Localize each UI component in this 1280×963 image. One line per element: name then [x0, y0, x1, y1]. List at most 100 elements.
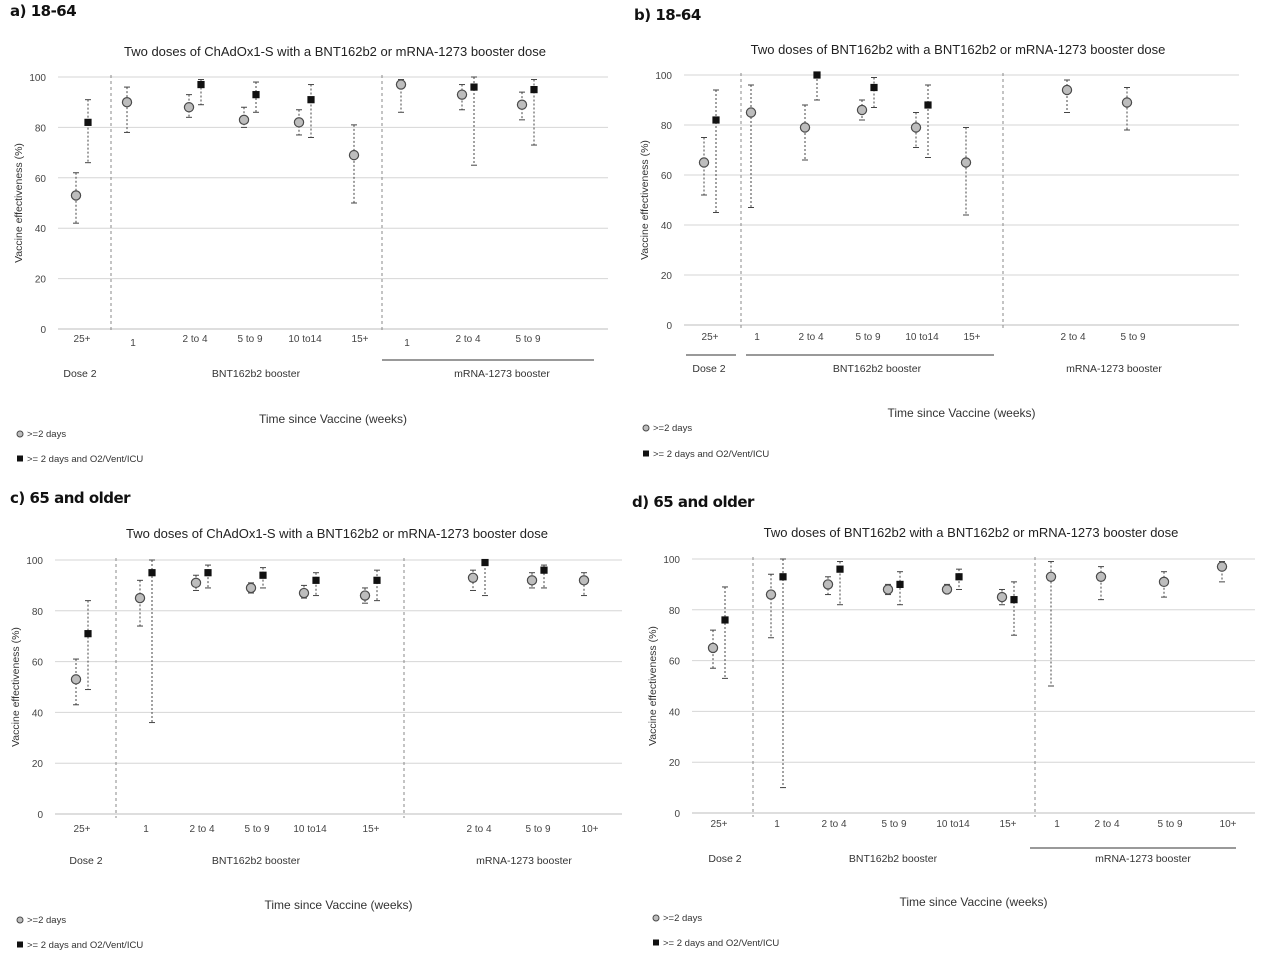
legend-circle-marker [16, 430, 24, 438]
point-square [712, 116, 720, 124]
x-tick-label: 10+ [582, 824, 599, 835]
y-tick-label: 80 [35, 123, 47, 134]
point-square [1010, 596, 1018, 604]
x-tick-label: 2 to 4 [1060, 332, 1085, 343]
x-tick-label: 1 [754, 332, 760, 343]
point-circle [996, 591, 1008, 603]
x-tick-label: 1 [143, 824, 149, 835]
point-square [896, 580, 904, 588]
point-circle [578, 575, 590, 586]
x-tick-label: 15+ [1000, 819, 1017, 830]
chart-panel-1: a) 18-64 Two doses of ChAdOx1-S with a BN… [10, 2, 608, 465]
legend-label: >=2 days [653, 423, 692, 434]
point-square [836, 565, 844, 573]
y-tick-label: 20 [32, 759, 44, 770]
group-label: BNT162b2 booster [212, 855, 301, 867]
legend-square-marker [17, 455, 23, 462]
x-axis-label: Time since Vaccine (weeks) [899, 895, 1047, 909]
point-square [307, 96, 315, 104]
legend-label: >= 2 days and O2/Vent/ICU [27, 454, 143, 465]
legend-label: >= 2 days and O2/Vent/ICU [663, 938, 779, 949]
legend-label: >=2 days [27, 429, 66, 440]
legend-square-marker [653, 939, 659, 946]
x-tick-label: 1 [774, 819, 780, 830]
group-label: mRNA-1273 booster [1066, 363, 1162, 375]
y-tick-label: 80 [669, 606, 681, 617]
x-tick-label: 2 to 4 [189, 824, 214, 835]
point-square [148, 569, 156, 577]
y-tick-label: 40 [32, 708, 44, 719]
x-tick-label: 1 [1054, 819, 1060, 830]
point-circle [238, 114, 250, 126]
legend-square-marker [643, 450, 649, 457]
point-circle [822, 579, 834, 590]
point-circle [70, 674, 82, 685]
point-circle [1061, 84, 1073, 96]
y-axis-label: Vaccine effectiveness (%) [639, 140, 651, 260]
point-circle [467, 572, 479, 583]
x-tick-label: 25+ [74, 334, 91, 345]
point-circle [882, 584, 894, 595]
legend-label: >= 2 days and O2/Vent/ICU [653, 449, 769, 460]
chart-title: Two doses of BNT162b2 with a BNT162b2 or… [751, 42, 1166, 57]
point-square [84, 118, 92, 126]
y-tick-label: 60 [35, 174, 47, 185]
x-tick-label: 10+ [1220, 819, 1237, 830]
y-tick-label: 20 [661, 271, 673, 282]
point-square [779, 573, 787, 581]
y-tick-label: 60 [661, 171, 673, 182]
point-square [870, 83, 878, 92]
point-circle [799, 122, 811, 133]
y-axis-label: Vaccine effectiveness (%) [647, 626, 659, 746]
x-tick-label: 25+ [711, 819, 728, 830]
point-circle [134, 592, 146, 604]
group-label: mRNA-1273 booster [476, 855, 572, 867]
point-circle [960, 157, 972, 168]
legend-label: >= 2 days and O2/Vent/ICU [27, 940, 143, 951]
chart-title: Two doses of ChAdOx1-S with a BNT162b2 o… [126, 526, 548, 541]
chart-panel-4: d) 65 and older Two doses of BNT162b2 wit… [632, 493, 1255, 949]
point-circle [516, 99, 528, 110]
point-square [312, 576, 320, 584]
point-circle [298, 587, 310, 599]
point-circle [698, 157, 710, 168]
point-circle [359, 590, 371, 601]
x-tick-label: 5 to 9 [1120, 332, 1145, 343]
x-tick-label: 10 to14 [293, 824, 327, 835]
point-circle [910, 122, 922, 133]
y-tick-label: 100 [29, 73, 46, 84]
legend-circle-marker [652, 914, 660, 922]
group-label: Dose 2 [63, 368, 96, 380]
point-square [373, 576, 381, 584]
legend-circle-marker [16, 916, 24, 924]
point-circle [70, 190, 82, 201]
point-circle [707, 642, 719, 654]
x-tick-label: 15+ [363, 824, 380, 835]
group-label: BNT162b2 booster [833, 363, 922, 375]
chart-panel-2: b) 18-64 Two doses of BNT162b2 with a BNT… [634, 6, 1239, 460]
point-circle [395, 79, 407, 90]
x-tick-label: 2 to 4 [798, 332, 823, 343]
x-tick-label: 25+ [702, 332, 719, 343]
y-tick-label: 60 [669, 657, 681, 668]
point-circle [183, 102, 195, 113]
point-square [259, 571, 267, 579]
y-tick-label: 20 [669, 758, 681, 769]
group-label: mRNA-1273 booster [454, 368, 550, 380]
legend-circle-marker [642, 424, 650, 432]
chart-title: Two doses of BNT162b2 with a BNT162b2 or… [764, 525, 1179, 540]
x-tick-label: 2 to 4 [466, 824, 491, 835]
x-tick-label: 10 to14 [936, 819, 970, 830]
point-circle [293, 117, 305, 128]
y-tick-label: 0 [40, 325, 46, 336]
x-tick-label: 2 to 4 [455, 334, 480, 345]
x-tick-label: 5 to 9 [855, 332, 880, 343]
panel-label: d) 65 and older [632, 493, 755, 511]
panel-label: c) 65 and older [10, 489, 131, 507]
group-label: Dose 2 [708, 853, 741, 865]
x-axis-label: Time since Vaccine (weeks) [264, 898, 412, 912]
point-square [481, 558, 489, 567]
y-axis-label: Vaccine effectiveness (%) [10, 627, 22, 747]
panel-label: b) 18-64 [634, 6, 701, 24]
